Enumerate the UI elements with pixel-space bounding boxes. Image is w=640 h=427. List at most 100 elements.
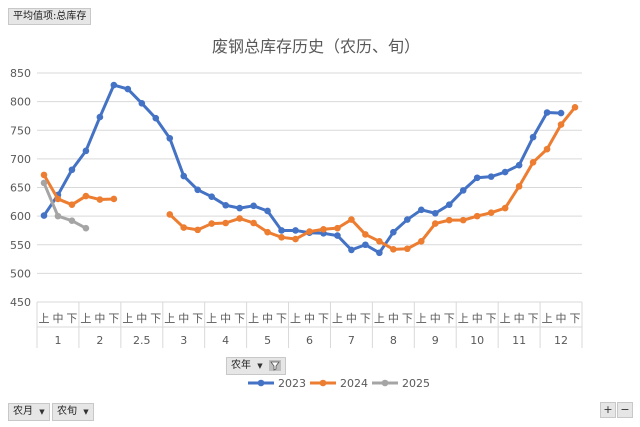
data-point-2024 xyxy=(501,204,509,212)
row-field-xun-label: 农旬 xyxy=(57,406,77,417)
y-tick-label: 450 xyxy=(10,296,31,309)
legend-marker-2024 xyxy=(319,379,327,387)
dropdown-arrow-icon: ▼ xyxy=(83,408,89,416)
y-tick-label: 750 xyxy=(10,124,31,137)
expand-field-button[interactable]: + xyxy=(600,402,616,418)
data-point-2023 xyxy=(390,228,397,236)
x-tick-xun-label: 中 xyxy=(346,312,357,325)
x-tick-month-label: 7 xyxy=(348,334,355,347)
x-tick-xun-label: 上 xyxy=(80,312,91,325)
x-tick-xun-label: 上 xyxy=(500,312,511,325)
dropdown-arrow-icon: ▼ xyxy=(257,362,263,370)
data-point-2024 xyxy=(487,209,495,216)
data-point-2024 xyxy=(208,220,215,227)
data-point-2023 xyxy=(320,230,327,237)
gridlines xyxy=(37,72,582,303)
series-line-2024 xyxy=(168,105,577,251)
x-tick-xun-label: 上 xyxy=(38,312,49,325)
data-point-2024 xyxy=(390,246,397,253)
data-point-2023 xyxy=(459,187,467,194)
data-point-2023 xyxy=(557,109,565,117)
legend-marker-2025 xyxy=(381,379,389,387)
x-tick-xun-label: 上 xyxy=(290,312,301,325)
data-point-2023 xyxy=(264,207,271,215)
x-tick-xun-label: 中 xyxy=(220,312,231,325)
data-point-2024 xyxy=(68,201,76,208)
data-point-2024 xyxy=(529,159,537,166)
x-tick-xun-label: 下 xyxy=(444,312,455,325)
x-tick-xun-label: 中 xyxy=(304,312,315,325)
data-point-2024 xyxy=(431,220,439,227)
data-point-2023 xyxy=(543,109,551,116)
data-point-2023 xyxy=(138,100,146,107)
y-tick-label: 800 xyxy=(10,96,31,109)
legend-marker-2023 xyxy=(257,379,265,387)
data-point-2024 xyxy=(236,215,243,222)
x-tick-xun-label: 下 xyxy=(402,312,413,325)
x-tick-month-label: 12 xyxy=(554,334,568,347)
data-point-2024 xyxy=(334,224,341,232)
x-tick-xun-label: 中 xyxy=(52,312,63,325)
data-point-2023 xyxy=(250,202,257,210)
data-point-2023 xyxy=(417,206,425,214)
data-point-2023 xyxy=(110,81,118,89)
x-tick-xun-label: 上 xyxy=(248,312,259,325)
x-tick-month-label: 6 xyxy=(306,334,313,347)
x-tick-xun-label: 上 xyxy=(164,312,175,325)
legend: 2023 2024 2025 xyxy=(248,377,430,390)
data-point-2023 xyxy=(278,227,285,234)
data-point-2023 xyxy=(152,114,160,122)
filter-icon xyxy=(268,359,281,371)
data-point-2023 xyxy=(68,166,76,174)
row-field-xun-button[interactable]: 农旬 ▼ xyxy=(52,403,94,421)
value-field-button[interactable]: 平均值项:总库存 xyxy=(8,8,92,25)
data-point-2023 xyxy=(334,232,341,239)
data-point-2023 xyxy=(82,147,90,155)
data-point-2024 xyxy=(417,238,425,245)
data-point-2023 xyxy=(529,133,537,141)
data-point-2024 xyxy=(194,226,202,234)
data-point-2023 xyxy=(292,227,299,234)
y-tick-label: 700 xyxy=(10,153,31,166)
y-tick-label: 650 xyxy=(10,182,31,195)
x-tick-xun-label: 下 xyxy=(234,312,245,325)
x-tick-xun-label: 中 xyxy=(178,312,189,325)
row-field-month-button[interactable]: 农月 ▼ xyxy=(8,403,50,421)
data-point-2023 xyxy=(404,216,411,223)
collapse-field-button[interactable]: − xyxy=(617,402,633,418)
x-tick-xun-label: 上 xyxy=(374,312,385,325)
y-tick-label: 500 xyxy=(10,267,31,280)
legend-label-2024: 2024 xyxy=(340,377,368,390)
series-layer xyxy=(40,81,579,257)
data-point-2023 xyxy=(180,172,188,180)
x-tick-month-label: 9 xyxy=(432,334,439,347)
legend-field-label: 农年 xyxy=(231,360,251,371)
data-point-2024 xyxy=(82,192,90,200)
series-line-2025 xyxy=(42,181,88,230)
dropdown-arrow-icon: ▼ xyxy=(39,408,45,416)
x-tick-xun-label: 下 xyxy=(150,312,161,325)
data-point-2025 xyxy=(54,212,62,220)
data-point-2023 xyxy=(40,212,48,219)
x-tick-xun-label: 中 xyxy=(556,312,567,325)
x-tick-xun-label: 下 xyxy=(108,312,119,325)
y-tick-label: 550 xyxy=(10,239,31,252)
data-point-2023 xyxy=(487,173,495,180)
legend-field-button[interactable]: 农年 ▼ xyxy=(226,357,286,375)
x-tick-month-label: 11 xyxy=(512,334,526,347)
chart-title: 废钢总库存历史（农历、旬） xyxy=(212,37,420,56)
x-tick-xun-label: 上 xyxy=(122,312,133,325)
data-point-2023 xyxy=(54,191,62,199)
data-point-2023 xyxy=(376,249,383,257)
data-point-2023 xyxy=(431,209,439,217)
x-tick-xun-label: 中 xyxy=(262,312,273,325)
data-point-2023 xyxy=(96,113,104,121)
x-tick-xun-label: 下 xyxy=(570,312,581,325)
data-point-2023 xyxy=(222,201,229,209)
data-point-2024 xyxy=(404,245,411,253)
data-point-2024 xyxy=(515,183,523,190)
data-point-2023 xyxy=(208,193,215,200)
y-tick-label: 600 xyxy=(10,210,31,223)
legend-label-2025: 2025 xyxy=(402,377,430,390)
